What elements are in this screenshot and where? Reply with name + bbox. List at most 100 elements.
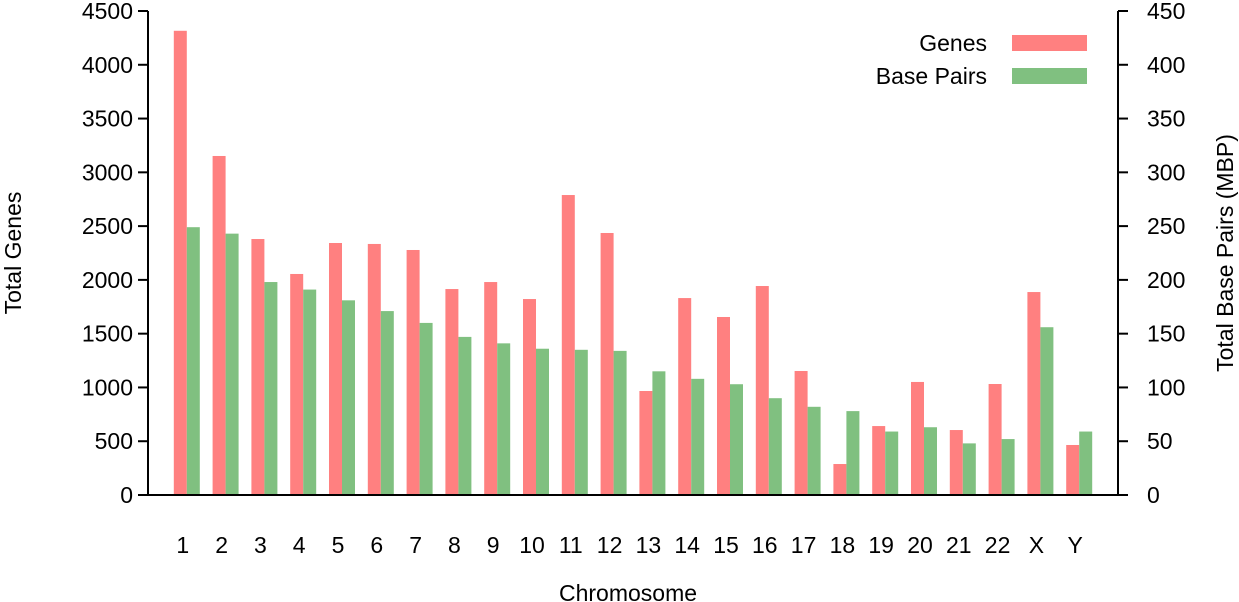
bar-base-pairs-3 bbox=[264, 282, 278, 495]
x-tick-label: 1 bbox=[176, 532, 189, 558]
bar-base-pairs-13 bbox=[652, 371, 666, 495]
y2-tick-label: 100 bbox=[1147, 374, 1185, 400]
bar-base-pairs-Y bbox=[1079, 431, 1093, 495]
bar-genes-22 bbox=[988, 384, 1002, 495]
bar-genes-3 bbox=[251, 239, 265, 495]
x-tick-label: 11 bbox=[559, 532, 583, 558]
bar-genes-10 bbox=[523, 299, 536, 495]
y2-tick-label: 300 bbox=[1147, 159, 1185, 185]
bar-base-pairs-21 bbox=[962, 443, 976, 495]
x-axis-label: Chromosome bbox=[559, 580, 697, 602]
x-tick-label: 2 bbox=[215, 532, 228, 558]
y2-tick-label: 450 bbox=[1147, 0, 1185, 24]
x-tick-label: 6 bbox=[370, 532, 383, 558]
bar-genes-5 bbox=[329, 242, 342, 495]
x-tick-label: 21 bbox=[946, 532, 972, 558]
bar-base-pairs-15 bbox=[730, 384, 743, 495]
bar-genes-X bbox=[1027, 292, 1041, 495]
x-tick-label: 19 bbox=[868, 532, 894, 558]
bar-genes-19 bbox=[872, 426, 886, 495]
bar-base-pairs-X bbox=[1040, 327, 1054, 495]
y-tick-label: 4000 bbox=[82, 52, 133, 78]
x-tick-label: 13 bbox=[636, 532, 662, 558]
x-tick-label: Y bbox=[1068, 532, 1083, 558]
legend-swatch-genes bbox=[1012, 35, 1087, 51]
bar-base-pairs-14 bbox=[691, 378, 705, 495]
bar-base-pairs-19 bbox=[885, 431, 899, 495]
bar-base-pairs-22 bbox=[1001, 439, 1015, 495]
y-tick-label: 2500 bbox=[82, 213, 133, 239]
bar-genes-16 bbox=[755, 286, 769, 495]
y-tick-label: 3000 bbox=[82, 159, 133, 185]
bar-genes-7 bbox=[406, 249, 420, 495]
bar-genes-6 bbox=[367, 243, 381, 495]
y2-tick-label: 400 bbox=[1147, 52, 1185, 78]
bar-genes-17 bbox=[794, 370, 808, 495]
bar-base-pairs-1 bbox=[186, 227, 200, 496]
x-tick-label: 5 bbox=[332, 532, 345, 558]
bar-base-pairs-9 bbox=[497, 343, 511, 495]
bar-base-pairs-2 bbox=[225, 233, 239, 495]
axes: 1 2 3 4 5 6 7 8 9 10 11 12 13 14 15 16 17 18 19 20 21 22 X Y050… bbox=[82, 0, 1186, 558]
bar-genes-1 bbox=[173, 30, 187, 495]
x-tick-label: 16 bbox=[752, 532, 778, 558]
x-tick-label: 15 bbox=[713, 532, 739, 558]
bar-genes-8 bbox=[445, 289, 459, 495]
bar-base-pairs-17 bbox=[807, 406, 821, 495]
bar-genes-13 bbox=[639, 390, 653, 495]
bar-base-pairs-4 bbox=[303, 289, 317, 495]
bar-genes-Y bbox=[1066, 444, 1080, 495]
bar-genes-15 bbox=[717, 316, 730, 495]
x-tick-label: 8 bbox=[448, 532, 461, 558]
x-tick-label: 14 bbox=[674, 532, 700, 558]
y-tick-label: 4500 bbox=[82, 0, 133, 24]
x-tick-label: 18 bbox=[830, 532, 856, 558]
x-tick-label: 12 bbox=[597, 532, 623, 558]
y2-tick-label: 0 bbox=[1147, 482, 1160, 508]
bar-base-pairs-7 bbox=[419, 322, 433, 495]
bar-genes-2 bbox=[212, 155, 226, 495]
x-tick-label: 10 bbox=[519, 532, 545, 558]
x-tick-label: 20 bbox=[907, 532, 933, 558]
y-tick-label: 0 bbox=[120, 482, 133, 508]
legend: Genes Base Pairs bbox=[876, 30, 1087, 89]
y2-tick-label: 200 bbox=[1147, 267, 1185, 293]
y2-tick-label: 50 bbox=[1147, 428, 1173, 454]
x-tick-label: 22 bbox=[985, 532, 1011, 558]
bar-base-pairs-11 bbox=[574, 349, 588, 495]
bar-base-pairs-6 bbox=[380, 311, 394, 495]
y-tick-label: 500 bbox=[95, 428, 133, 454]
legend-label-base-pairs: Base Pairs bbox=[876, 63, 987, 89]
x-tick-label: X bbox=[1029, 532, 1044, 558]
x-tick-label: 17 bbox=[791, 532, 817, 558]
x-tick-label: 4 bbox=[293, 532, 306, 558]
x-tick-label: 9 bbox=[487, 532, 500, 558]
bar-base-pairs-16 bbox=[768, 398, 782, 495]
bar-base-pairs-20 bbox=[924, 427, 937, 495]
y-tick-label: 3500 bbox=[82, 106, 133, 132]
bar-genes-18 bbox=[833, 464, 847, 495]
bar-base-pairs-10 bbox=[536, 348, 549, 495]
bars bbox=[173, 30, 1093, 496]
bar-genes-9 bbox=[484, 282, 498, 495]
bar-genes-12 bbox=[600, 232, 614, 495]
x-tick-label: 3 bbox=[254, 532, 267, 558]
bar-base-pairs-18 bbox=[846, 411, 860, 495]
x-tick-label: 7 bbox=[409, 532, 422, 558]
legend-label-genes: Genes bbox=[919, 30, 987, 56]
y2-tick-label: 150 bbox=[1147, 321, 1185, 347]
y2-axis-label: Total Base Pairs (MBP) bbox=[1212, 134, 1238, 372]
bar-base-pairs-12 bbox=[613, 350, 627, 495]
bar-base-pairs-5 bbox=[342, 300, 355, 495]
legend-swatch-base-pairs bbox=[1012, 68, 1087, 84]
bar-base-pairs-8 bbox=[458, 336, 472, 495]
bar-genes-21 bbox=[949, 430, 963, 495]
y-tick-label: 2000 bbox=[82, 267, 133, 293]
bar-genes-20 bbox=[911, 381, 924, 495]
y-tick-label: 1000 bbox=[82, 374, 133, 400]
bar-genes-14 bbox=[678, 298, 692, 495]
bar-genes-11 bbox=[561, 195, 575, 495]
bar-genes-4 bbox=[290, 273, 304, 495]
y-tick-label: 1500 bbox=[82, 321, 133, 347]
